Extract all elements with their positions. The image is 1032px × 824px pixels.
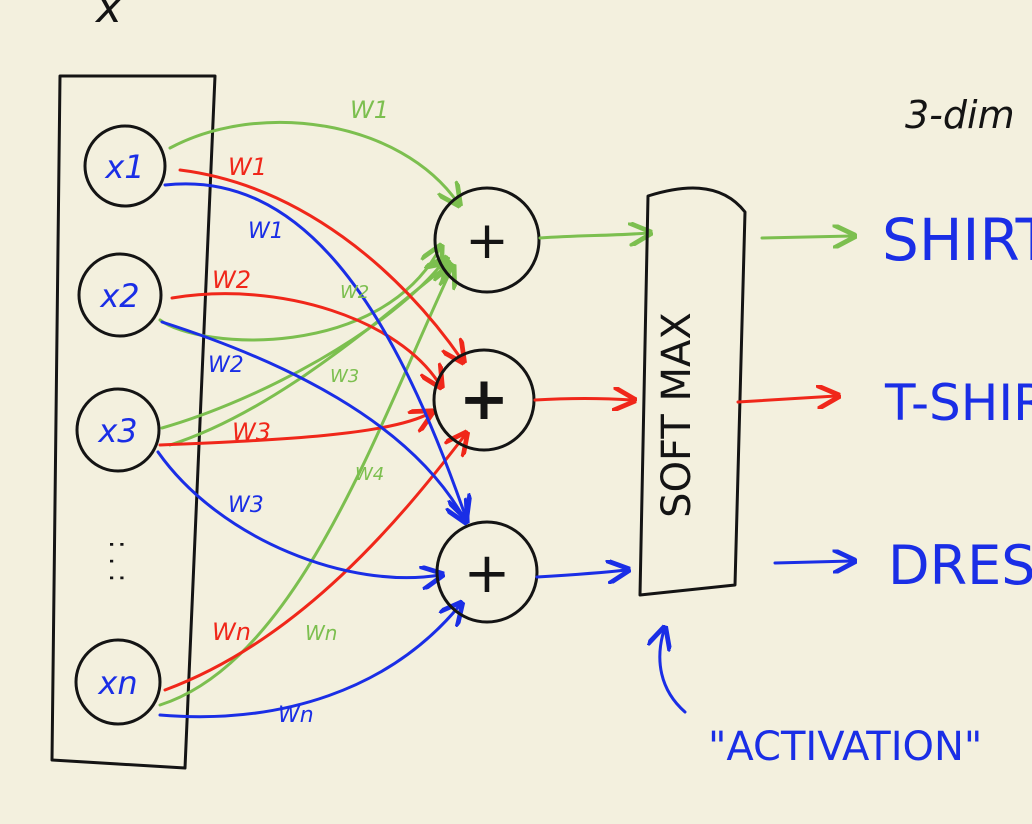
green-edge-x3b — [168, 265, 448, 447]
blue-edge-x2 — [160, 320, 465, 520]
input-node-label: x3 — [97, 412, 137, 450]
input-node-n: xn — [74, 638, 162, 726]
activation-arrow — [660, 630, 687, 714]
input-column-box — [50, 74, 217, 770]
arrow-sum-middle-to-softmax — [533, 399, 632, 401]
arrow-sum-bottom-to-softmax — [535, 570, 626, 577]
sum-node-top: + — [433, 186, 541, 294]
input-node-label: x2 — [99, 277, 139, 315]
blue-edge-x1 — [163, 182, 465, 515]
output-label-dress: DRESS — [888, 534, 1032, 597]
red-edge-x1 — [178, 168, 462, 360]
weight-label: W3 — [232, 418, 271, 446]
green-connections — [158, 120, 458, 707]
green-weight-labels: W1 W2 W3 W4 Wn — [305, 96, 389, 645]
blue-weight-labels: W1 W2 W3 Wn — [208, 219, 314, 728]
blue-connections — [156, 182, 465, 719]
weight-label: W2 — [208, 353, 244, 378]
weight-label: W4 — [355, 464, 384, 485]
arrow-to-output-tshirt — [736, 396, 836, 402]
input-node-label: xn — [97, 664, 137, 702]
sum-symbol: + — [464, 541, 511, 606]
red-connections — [158, 168, 465, 692]
weight-label: W1 — [350, 96, 389, 124]
sum-symbol: + — [459, 364, 509, 434]
weight-label: W3 — [330, 366, 359, 387]
arrow-to-output-dress — [773, 561, 852, 563]
weight-label: Wn — [305, 621, 337, 645]
weight-label: W1 — [228, 153, 267, 181]
input-node-label: x1 — [104, 148, 144, 186]
weight-label: W1 — [248, 219, 284, 244]
weight-label: Wn — [278, 703, 314, 728]
input-vector-label: x — [94, 0, 123, 33]
weight-label: W3 — [228, 493, 264, 518]
sum-symbol: + — [465, 211, 509, 271]
input-node-3: x3 — [75, 387, 161, 473]
red-edge-x2 — [170, 292, 440, 385]
output-header: 3-dim — [905, 93, 1015, 137]
activation-label: "ACTIVATION" — [708, 724, 982, 770]
weight-label: W2 — [212, 266, 251, 294]
red-weight-labels: W1 W2 W3 Wn — [212, 153, 271, 646]
blue-edge-x3 — [156, 450, 440, 578]
softmax-box — [638, 186, 747, 597]
green-edge-xn — [158, 268, 452, 707]
sum-node-middle: + — [432, 348, 536, 452]
weight-label: Wn — [212, 618, 251, 646]
blue-edge-xn — [158, 605, 460, 719]
input-node-2: x2 — [77, 252, 163, 338]
input-node-1: x1 — [83, 124, 167, 208]
red-edge-xn — [163, 435, 465, 692]
arrow-sum-top-to-softmax — [538, 233, 648, 238]
ellipsis-dots: : . : — [103, 540, 133, 582]
green-edge-x2 — [158, 248, 440, 342]
arrow-to-output-shirt — [760, 236, 852, 238]
softmax-label: SOFT MAX — [654, 312, 700, 518]
weight-label: W2 — [340, 282, 369, 303]
red-edge-x3 — [158, 413, 430, 447]
green-edge-x1 — [168, 120, 458, 203]
sum-node-bottom: + — [435, 520, 539, 624]
